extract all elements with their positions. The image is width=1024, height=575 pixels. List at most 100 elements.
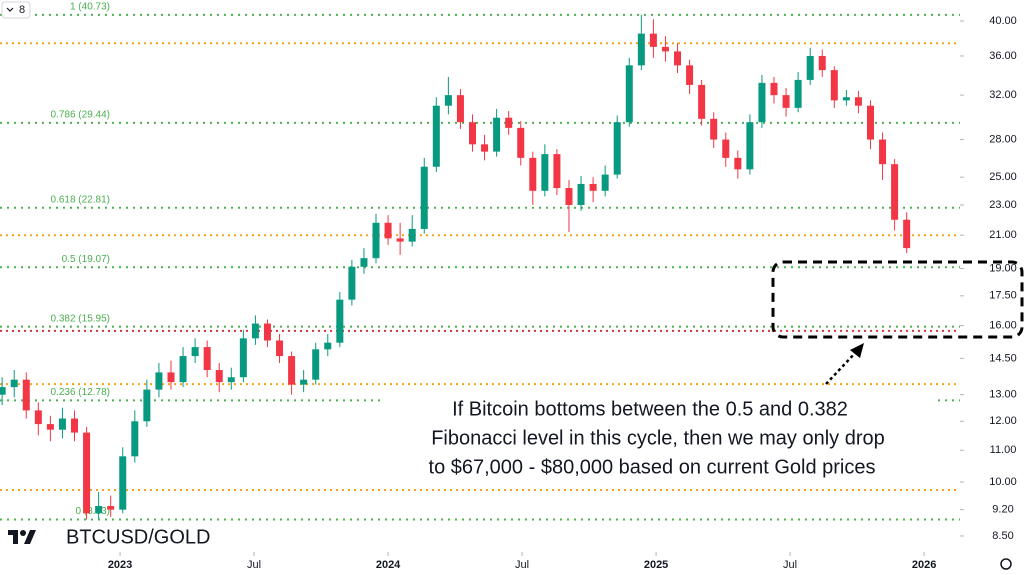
candle-body xyxy=(312,349,320,380)
candle-body xyxy=(517,127,525,158)
candle-body xyxy=(22,379,30,411)
x-tick-label: Jul xyxy=(783,559,797,571)
y-tick-label: 21.00 xyxy=(989,229,1017,241)
candle-body xyxy=(107,506,115,510)
candle-body xyxy=(529,157,537,191)
logo xyxy=(8,530,36,544)
candles xyxy=(0,14,911,520)
fib-level-label: 0.618 (22.81) xyxy=(51,194,111,205)
candle-body xyxy=(131,421,139,457)
fib-level-label: 0.236 (12.78) xyxy=(51,387,111,398)
candle-body xyxy=(0,387,6,395)
candle-body xyxy=(239,338,247,378)
candle-body xyxy=(661,46,669,52)
candle-body xyxy=(348,266,356,300)
candle-body xyxy=(263,323,271,341)
candle-body xyxy=(179,356,187,383)
y-tick-label: 32.00 xyxy=(989,89,1017,101)
y-tick-label: 13.00 xyxy=(989,389,1017,401)
x-tick-label: 2026 xyxy=(912,559,936,571)
candle-body xyxy=(324,342,332,350)
candle-body xyxy=(384,222,392,239)
symbol-label: BTCUSD/GOLD xyxy=(66,526,210,548)
candle-body xyxy=(167,372,175,383)
candle-body xyxy=(155,372,163,390)
candle-body xyxy=(396,238,404,242)
fib-level-label: 0.382 (15.95) xyxy=(51,313,111,324)
candle-body xyxy=(34,410,42,425)
settings-icon[interactable] xyxy=(1000,558,1012,570)
candle-body xyxy=(722,139,730,158)
candle-body xyxy=(46,424,54,430)
candle-body xyxy=(58,418,66,430)
annotation-line: If Bitcoin bottoms between the 0.5 and 0… xyxy=(452,398,848,420)
candle-body xyxy=(854,97,862,106)
candle-body xyxy=(191,347,199,357)
candle-body xyxy=(71,418,79,433)
candle-body xyxy=(637,33,645,66)
candle-body xyxy=(830,70,838,101)
candle-body xyxy=(866,105,874,140)
fib-level-label: 0.5 (19.07) xyxy=(62,254,110,265)
level-lines: 1 (40.73) 0.786 (29.44) 0.618 (22.81) 0.5 (… xyxy=(0,2,960,521)
x-tick-label: 2023 xyxy=(108,559,132,571)
candle-body xyxy=(842,97,850,101)
fib-level-label: 1 (40.73) xyxy=(70,2,110,13)
annotation-line: Fibonacci level in this cycle, then we m… xyxy=(431,427,885,449)
candle-body xyxy=(360,258,368,267)
candle-body xyxy=(649,33,657,47)
y-tick-label: 25.00 xyxy=(989,171,1017,183)
candle-body xyxy=(300,379,308,385)
candle-body xyxy=(444,95,452,106)
candle-body xyxy=(553,154,561,189)
y-tick-label: 11.00 xyxy=(990,444,1017,456)
candle-body xyxy=(565,188,573,205)
candle-body xyxy=(879,139,887,165)
interval-label[interactable]: 8 xyxy=(19,4,25,16)
candle-body xyxy=(203,347,211,371)
x-tick-label: 2025 xyxy=(644,559,668,571)
candle-body xyxy=(10,379,18,388)
y-tick-label: 16.00 xyxy=(989,320,1017,332)
candle-body xyxy=(770,82,778,96)
candle-body xyxy=(83,432,91,514)
candle-body xyxy=(481,144,489,152)
candle-body xyxy=(794,79,802,108)
candle-body xyxy=(903,219,911,249)
interval-chip[interactable] xyxy=(1,1,31,19)
y-tick-label: 10.00 xyxy=(989,476,1017,488)
candle-body xyxy=(251,323,259,339)
candle-body xyxy=(408,228,416,242)
y-tick-label: 14.50 xyxy=(989,352,1017,364)
fib-level-label: 0.786 (29.44) xyxy=(51,110,111,121)
candle-body xyxy=(143,389,151,422)
candle-body xyxy=(505,117,513,128)
axes: 40.00 36.00 32.00 28.00 25.00 23.00 21.00 19.00… xyxy=(108,15,1017,571)
candle-body xyxy=(468,122,476,145)
candle-body xyxy=(215,370,223,383)
y-tick-label: 12.00 xyxy=(989,415,1017,427)
x-tick-label: Jul xyxy=(515,559,529,571)
candle-body xyxy=(276,340,284,357)
x-tick-label: 2024 xyxy=(376,559,401,571)
y-tick-label: 8.50 xyxy=(992,530,1013,542)
candle-body xyxy=(782,95,790,108)
candle-body xyxy=(541,154,549,191)
candle-body xyxy=(674,51,682,66)
candle-body xyxy=(758,82,766,123)
annotation-background xyxy=(380,394,935,486)
y-tick-label: 36.00 xyxy=(989,50,1017,62)
candle-body xyxy=(372,222,380,259)
candle-body xyxy=(288,356,296,385)
candle-body xyxy=(589,183,597,191)
candle-body xyxy=(686,65,694,85)
x-tick-label: Jul xyxy=(247,559,261,571)
candle-body xyxy=(746,122,754,170)
y-tick-label: 40.00 xyxy=(989,15,1017,27)
y-tick-label: 23.00 xyxy=(989,199,1017,211)
candle-body xyxy=(432,105,440,167)
candle-body xyxy=(734,157,742,170)
candle-body xyxy=(456,95,464,123)
